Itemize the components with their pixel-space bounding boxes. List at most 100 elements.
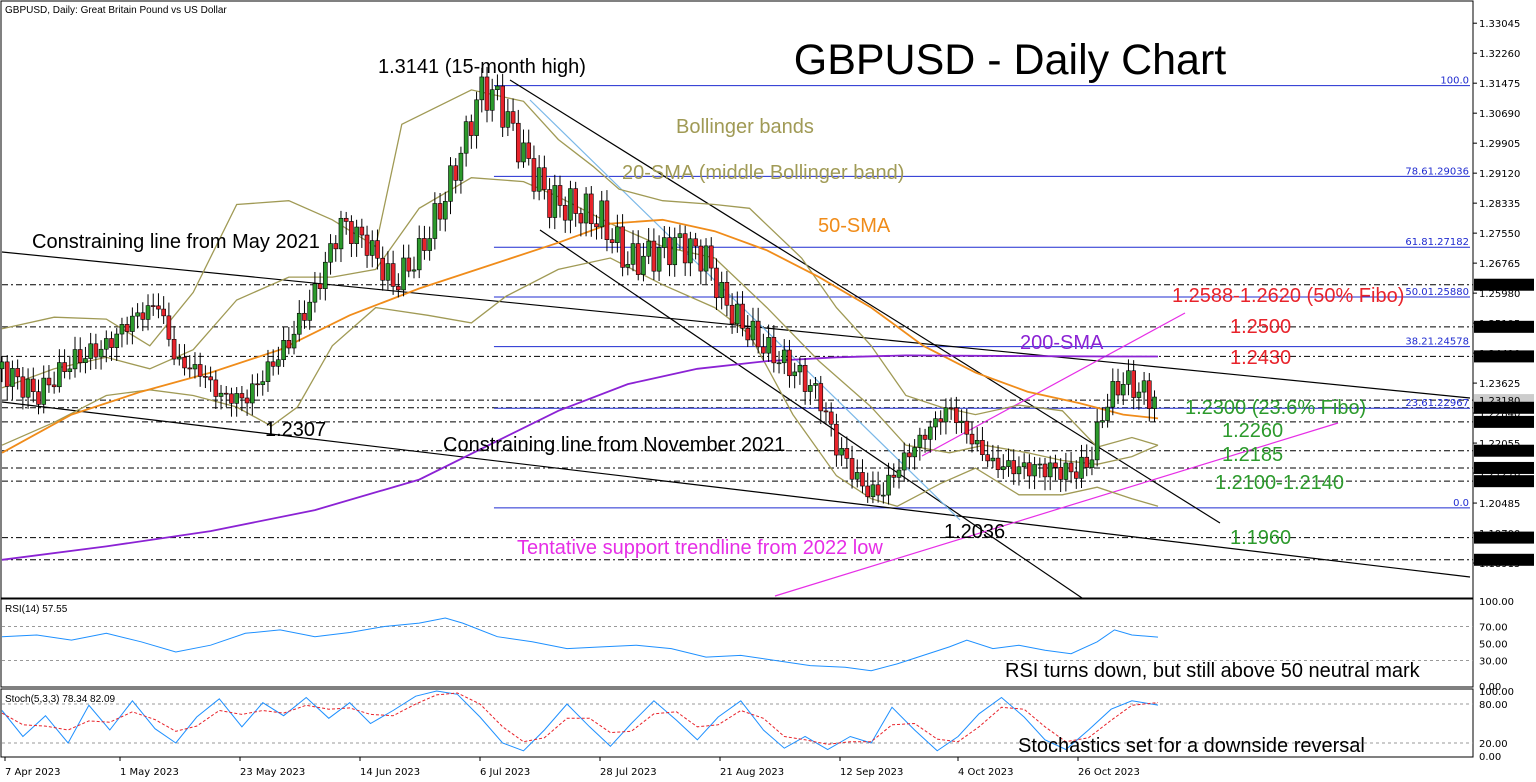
x-tick-label: 12 Sep 2023: [840, 767, 903, 778]
candle-bearish: [562, 205, 568, 221]
candle-bearish: [980, 440, 985, 455]
candle-bullish: [1152, 396, 1157, 409]
candle-bullish: [1089, 459, 1095, 468]
candle-bearish: [510, 111, 516, 124]
candle-bearish: [375, 240, 380, 259]
candle-bullish: [662, 237, 667, 248]
candle-bullish: [505, 111, 511, 128]
annotation-23-6-fibo: 1.2300 (23.6% Fibo): [1185, 397, 1366, 419]
candle-bullish: [296, 312, 302, 335]
candle-bearish: [223, 392, 229, 395]
x-tick-label: 7 Apr 2023: [5, 767, 60, 778]
price-label-text: 1.21404: [1479, 464, 1520, 475]
candle-bullish: [1079, 456, 1084, 479]
candle-bullish: [797, 365, 803, 373]
candle-bullish: [886, 474, 891, 496]
rsi-header: RSI(14) 57.55: [5, 604, 68, 615]
rsi-tick-label: 0.00: [1479, 682, 1501, 693]
candle-bullish: [411, 269, 417, 272]
constraining-line-may-2021: [1, 251, 1471, 399]
stoch-tick-label: 20.00: [1479, 739, 1508, 750]
price-label-box: [1474, 461, 1534, 474]
candle-bullish: [10, 368, 15, 387]
candle-bearish: [453, 165, 459, 181]
candle-bullish: [625, 264, 631, 268]
price-label-text: 1.21855: [1479, 447, 1520, 458]
candle-bearish: [818, 383, 824, 412]
annotation-bollinger-bands: Bollinger bands: [676, 116, 814, 138]
bollinger-upper-band: [1, 89, 1159, 448]
candle-bearish: [187, 367, 193, 370]
candle-bearish: [469, 121, 474, 136]
candle-bearish: [1068, 462, 1074, 473]
candle-bearish: [4, 361, 10, 387]
candle-bearish: [229, 393, 234, 404]
candle-bearish: [604, 200, 610, 240]
candle-bearish: [515, 122, 521, 163]
chart-header: GBPUSD, Daily: Great Britain Pound vs US…: [5, 5, 227, 16]
candle-bearish: [124, 324, 130, 332]
candle-bearish: [51, 384, 57, 388]
candle-bullish: [1021, 462, 1027, 468]
x-tick-label: 6 Jul 2023: [480, 767, 530, 778]
candle-bullish: [1032, 464, 1037, 477]
candle-bearish: [500, 85, 505, 128]
candle-bearish: [20, 376, 26, 398]
candle-bearish: [1084, 456, 1090, 468]
candle-bearish: [651, 240, 657, 272]
candle-bearish: [823, 410, 829, 413]
candle-bullish: [917, 434, 923, 448]
candle-bullish: [135, 312, 140, 317]
candle-bullish: [974, 440, 980, 445]
candle-bearish: [698, 245, 704, 272]
candlesticks: [0, 66, 1157, 505]
candle-bearish: [343, 217, 349, 222]
annotation-1-2500: 1.2500: [1230, 316, 1291, 338]
candle-bearish: [1042, 463, 1048, 478]
price-label-text: 1.19581: [1479, 534, 1520, 545]
candle-bearish: [213, 379, 219, 397]
annotation-50-sma: 50-SMA: [818, 215, 891, 237]
candle-bullish: [416, 238, 422, 271]
candle-bullish: [41, 377, 47, 405]
candle-bullish: [703, 245, 709, 272]
fibonacci-level-label: 23.61.22967: [1405, 398, 1469, 409]
candle-bullish: [130, 315, 135, 332]
candle-bullish: [328, 243, 333, 263]
candle-bearish: [161, 308, 166, 317]
sma-50-line: [1, 218, 1159, 454]
candle-bearish: [171, 338, 177, 360]
candle-bearish: [244, 397, 250, 404]
price-label-text: 1.23180: [1479, 396, 1520, 407]
x-tick-label: 26 Oct 2023: [1078, 767, 1140, 778]
candle-bullish: [218, 392, 224, 397]
candle-bearish: [578, 213, 584, 224]
candle-bearish: [724, 281, 730, 306]
candle-bullish: [401, 257, 406, 291]
candle-bearish: [557, 185, 563, 206]
candle-bullish: [458, 152, 464, 181]
annotation-1-2100-1-2140: 1.2100-1.2140: [1215, 472, 1344, 494]
candle-bearish: [396, 286, 401, 291]
candle-bearish: [761, 346, 766, 354]
price-label-text: 1.21058: [1479, 477, 1520, 488]
candle-bearish: [969, 433, 975, 445]
candle-bearish: [46, 377, 52, 386]
candle-bullish: [870, 484, 876, 498]
price-label-text: 1.19000: [1479, 556, 1520, 567]
y-tick-label: 1.32260: [1479, 49, 1520, 60]
candle-bullish: [881, 494, 886, 497]
candle-bearish: [594, 223, 599, 228]
candle-bearish: [150, 305, 156, 307]
candle-bullish: [57, 362, 62, 388]
candle-bearish: [954, 407, 959, 424]
candle-bullish: [312, 283, 318, 303]
candle-bearish: [1027, 462, 1032, 477]
candle-bullish: [1141, 380, 1147, 393]
annotation-1-2260: 1.2260: [1222, 420, 1283, 442]
candle-bullish: [474, 99, 479, 136]
candle-bullish: [901, 452, 907, 471]
candle-bearish: [745, 327, 751, 341]
candle-bullish: [552, 185, 558, 218]
candle-bearish: [667, 237, 672, 266]
